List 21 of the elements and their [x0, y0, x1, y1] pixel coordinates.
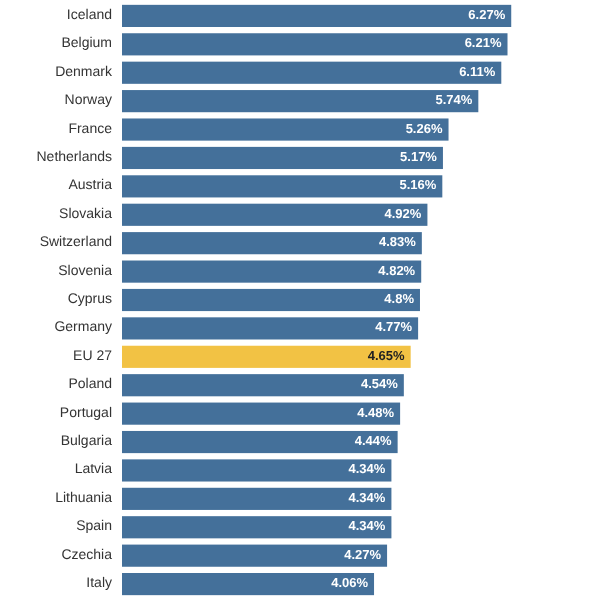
- bar: [122, 374, 404, 397]
- bar: [122, 61, 502, 84]
- bar: [122, 345, 411, 368]
- bar: [122, 288, 420, 312]
- bar: [122, 516, 392, 539]
- bar: [122, 90, 479, 113]
- bar: [122, 573, 375, 596]
- bar: [122, 487, 392, 510]
- bar: [122, 146, 443, 170]
- bar: [122, 430, 398, 454]
- bar: [122, 260, 422, 283]
- bar: [122, 459, 392, 482]
- bar: [122, 118, 449, 141]
- bar: [122, 317, 419, 340]
- bar: [122, 203, 428, 226]
- bar: [122, 4, 512, 27]
- bar: [122, 232, 422, 255]
- bar: [122, 175, 443, 198]
- bar: [122, 544, 388, 567]
- bar: [122, 33, 508, 56]
- bar: [122, 402, 401, 425]
